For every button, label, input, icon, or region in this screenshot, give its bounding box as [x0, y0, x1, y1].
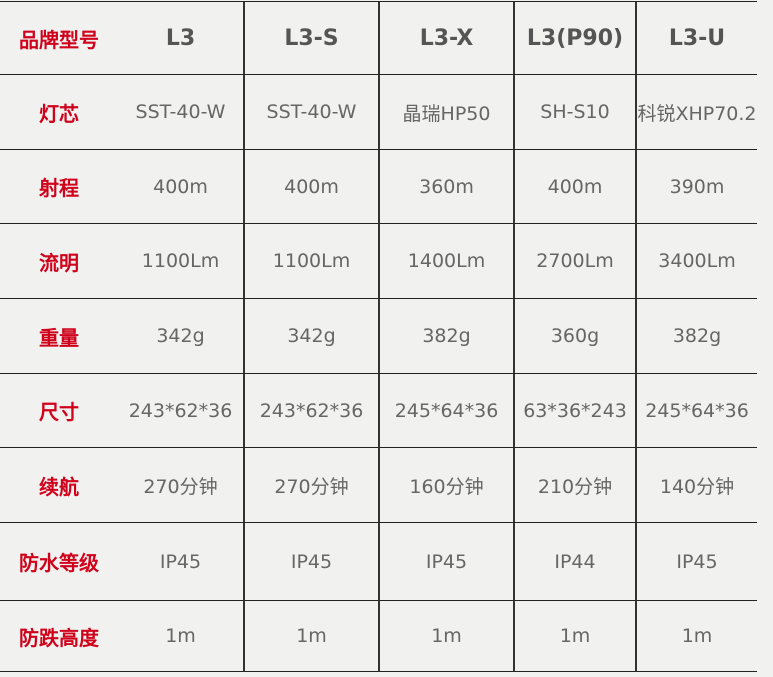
spec-cell: SST-40-W	[243, 75, 378, 150]
row-label: 尺寸	[0, 374, 118, 448]
spec-cell: 晶瑞HP50	[378, 75, 513, 150]
model-header: L3-S	[243, 2, 378, 75]
spec-cell: 270分钟	[243, 448, 378, 523]
spec-cell: 210分钟	[513, 448, 635, 523]
spec-cell: 243*62*36	[118, 374, 243, 448]
model-header: L3-X	[378, 2, 513, 75]
spec-cell: IP45	[635, 523, 757, 601]
row-label: 防跌高度	[0, 601, 118, 672]
spec-cell: 243*62*36	[243, 374, 378, 448]
spec-cell: 270分钟	[118, 448, 243, 523]
spec-cell: 360m	[378, 150, 513, 224]
spec-cell: 382g	[378, 299, 513, 374]
row-label: 重量	[0, 299, 118, 374]
header-label: 品牌型号	[0, 2, 118, 75]
spec-cell: IP45	[118, 523, 243, 601]
spec-cell: 400m	[118, 150, 243, 224]
spec-cell: 1m	[378, 601, 513, 672]
row-label: 灯芯	[0, 75, 118, 150]
row-label: 射程	[0, 150, 118, 224]
spec-cell: 140分钟	[635, 448, 757, 523]
spec-cell: 400m	[243, 150, 378, 224]
spec-cell: SH-S10	[513, 75, 635, 150]
spec-cell: 科锐XHP70.2	[635, 75, 757, 150]
spec-cell: 1400Lm	[378, 224, 513, 299]
spec-cell: 1m	[118, 601, 243, 672]
model-header: L3-U	[635, 2, 757, 75]
spec-cell: 1100Lm	[118, 224, 243, 299]
spec-cell: 1m	[243, 601, 378, 672]
spec-cell: 342g	[118, 299, 243, 374]
spec-cell: 1100Lm	[243, 224, 378, 299]
spec-cell: IP45	[378, 523, 513, 601]
spec-cell: 245*64*36	[378, 374, 513, 448]
spec-cell: 1m	[635, 601, 757, 672]
spec-cell: 1m	[513, 601, 635, 672]
spec-cell: 360g	[513, 299, 635, 374]
spec-cell: 160分钟	[378, 448, 513, 523]
spec-cell: 382g	[635, 299, 757, 374]
spec-cell: IP44	[513, 523, 635, 601]
spec-cell: IP45	[243, 523, 378, 601]
spec-cell: 3400Lm	[635, 224, 757, 299]
spec-cell: SST-40-W	[118, 75, 243, 150]
model-header: L3(P90)	[513, 2, 635, 75]
spec-cell: 63*36*243	[513, 374, 635, 448]
row-label: 续航	[0, 448, 118, 523]
spec-cell: 342g	[243, 299, 378, 374]
spec-cell: 2700Lm	[513, 224, 635, 299]
spec-cell: 245*64*36	[635, 374, 757, 448]
spec-cell: 400m	[513, 150, 635, 224]
row-label: 流明	[0, 224, 118, 299]
spec-cell: 390m	[635, 150, 757, 224]
spec-comparison-table: 品牌型号 L3 L3-S L3-X L3(P90) L3-U 灯芯 SST-40-…	[0, 1, 757, 672]
row-label: 防水等级	[0, 523, 118, 601]
model-header: L3	[118, 2, 243, 75]
